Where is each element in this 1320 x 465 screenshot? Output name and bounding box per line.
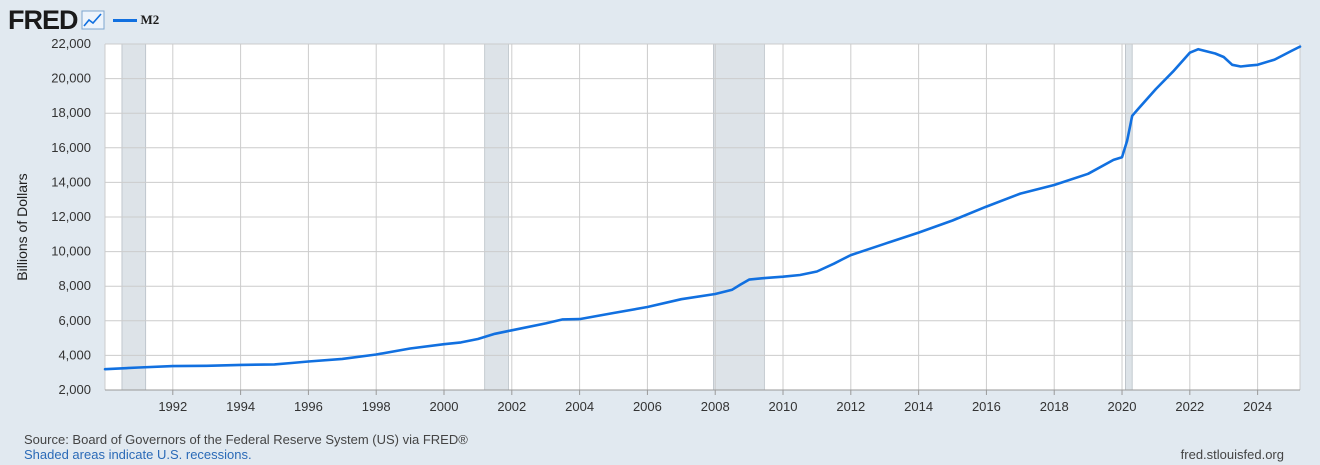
y-tick-label: 18,000 bbox=[51, 105, 91, 120]
y-tick-label: 16,000 bbox=[51, 140, 91, 155]
legend-line-icon bbox=[112, 18, 137, 22]
legend-label: M2 bbox=[140, 12, 160, 27]
x-tick-label: 1994 bbox=[226, 399, 255, 414]
y-tick-label: 4,000 bbox=[58, 347, 91, 362]
x-tick-label: 2012 bbox=[836, 399, 865, 414]
y-tick-label: 22,000 bbox=[51, 36, 91, 51]
y-axis-title: Billions of Dollars bbox=[14, 173, 30, 280]
x-tick-label: 2022 bbox=[1175, 399, 1204, 414]
y-tick-label: 12,000 bbox=[51, 209, 91, 224]
x-tick-label: 2006 bbox=[633, 399, 662, 414]
x-tick-label: 2016 bbox=[972, 399, 1001, 414]
x-tick-label: 2010 bbox=[769, 399, 798, 414]
x-tick-label: 1996 bbox=[294, 399, 323, 414]
legend: M2 bbox=[112, 12, 160, 28]
y-tick-label: 2,000 bbox=[58, 382, 91, 397]
x-tick-label: 1992 bbox=[158, 399, 187, 414]
y-tick-label: 6,000 bbox=[58, 313, 91, 328]
site-url: fred.stlouisfed.org bbox=[1180, 447, 1284, 462]
x-tick-label: 2002 bbox=[497, 399, 526, 414]
y-tick-label: 14,000 bbox=[51, 174, 91, 189]
graph-icon[interactable] bbox=[81, 10, 105, 30]
fred-logo[interactable]: FRED bbox=[8, 4, 78, 35]
y-tick-label: 10,000 bbox=[51, 244, 91, 259]
x-tick-label: 1998 bbox=[362, 399, 391, 414]
recession-note-link[interactable]: Shaded areas indicate U.S. recessions. bbox=[24, 447, 252, 462]
x-tick-label: 2018 bbox=[1040, 399, 1069, 414]
x-tick-label: 2004 bbox=[565, 399, 594, 414]
x-tick-label: 2000 bbox=[430, 399, 459, 414]
x-tick-label: 2024 bbox=[1243, 399, 1272, 414]
y-tick-label: 8,000 bbox=[58, 278, 91, 293]
source-note: Source: Board of Governors of the Federa… bbox=[24, 432, 468, 447]
x-tick-label: 2008 bbox=[701, 399, 730, 414]
chart-header: FRED M2 bbox=[8, 4, 159, 36]
series-line-m2 bbox=[103, 45, 1302, 371]
x-tick-label: 2020 bbox=[1108, 399, 1137, 414]
y-tick-label: 20,000 bbox=[51, 71, 91, 86]
x-tick-label: 2014 bbox=[904, 399, 933, 414]
